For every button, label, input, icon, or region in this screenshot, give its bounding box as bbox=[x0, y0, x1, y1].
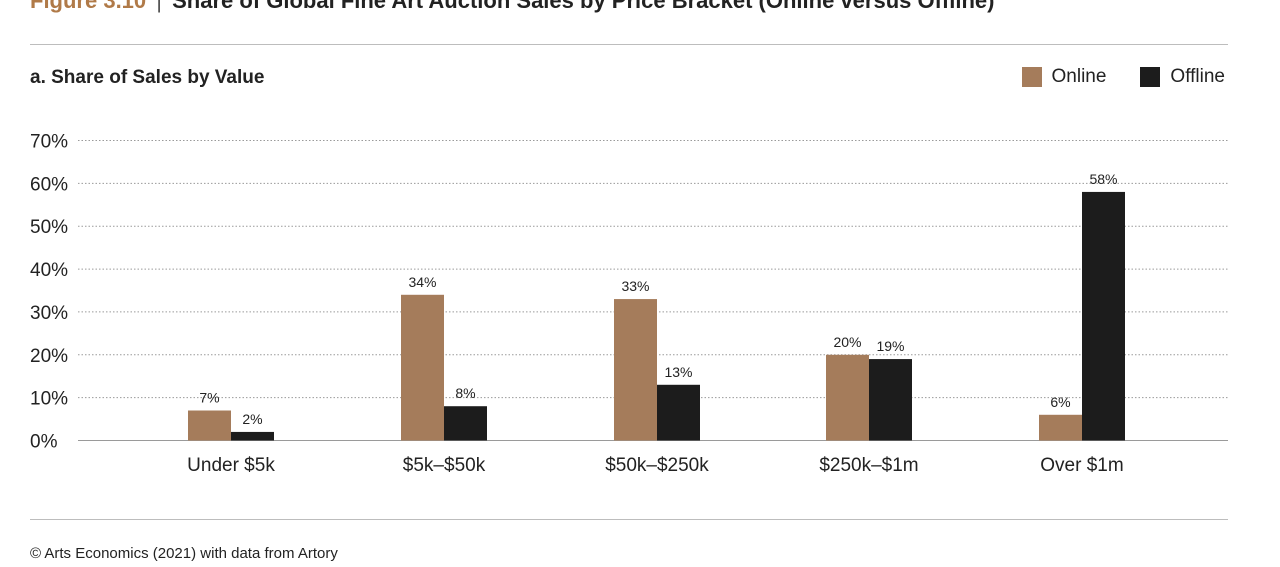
data-label-online: 33% bbox=[621, 278, 649, 294]
bar-online bbox=[188, 410, 231, 441]
data-label-offline: 19% bbox=[876, 338, 904, 354]
legend-item-offline: Offline bbox=[1140, 66, 1225, 88]
bar-online bbox=[826, 354, 869, 441]
legend-swatch-online bbox=[1021, 67, 1042, 87]
figure-number: Figure 3.10 bbox=[30, 0, 147, 13]
data-label-online: 6% bbox=[1050, 394, 1070, 410]
y-tick-label: 40% bbox=[30, 260, 68, 281]
y-tick-label: 50% bbox=[30, 217, 68, 238]
legend-label-online: Online bbox=[1051, 66, 1107, 87]
bar-offline bbox=[1082, 191, 1125, 441]
x-tick-label: Under $5k bbox=[187, 455, 275, 476]
bar-online bbox=[614, 299, 657, 441]
title-separator: | bbox=[156, 0, 162, 13]
legend-swatch-offline bbox=[1140, 67, 1161, 87]
legend-item-online: Online bbox=[1021, 66, 1107, 88]
y-tick-label: 70% bbox=[30, 132, 68, 153]
y-tick-label: 60% bbox=[30, 174, 68, 195]
x-tick-label: $5k–$50k bbox=[403, 455, 486, 476]
y-tick-label: 30% bbox=[30, 303, 68, 324]
bottom-divider bbox=[30, 519, 1228, 520]
y-tick-label: 0% bbox=[30, 432, 58, 453]
data-label-online: 7% bbox=[199, 390, 219, 406]
bar-offline bbox=[231, 431, 274, 441]
figure-title-text: Share of Global Fine Art Auction Sales b… bbox=[172, 0, 995, 13]
top-divider bbox=[30, 44, 1228, 45]
data-label-offline: 13% bbox=[664, 364, 692, 380]
data-label-offline: 8% bbox=[455, 385, 475, 401]
bar-online bbox=[1039, 414, 1082, 441]
x-tick-label: $50k–$250k bbox=[605, 455, 709, 476]
bar-offline bbox=[657, 384, 700, 441]
data-label-offline: 2% bbox=[242, 411, 262, 427]
bar-online bbox=[401, 294, 444, 441]
bar-offline bbox=[444, 406, 487, 441]
chart-subtitle: a. Share of Sales by Value bbox=[30, 67, 265, 88]
chart-legend: Online Offline bbox=[1021, 66, 1225, 88]
figure-title: Figure 3.10 | Share of Global Fine Art A… bbox=[30, 0, 994, 14]
y-tick-label: 10% bbox=[30, 389, 68, 410]
bar-offline bbox=[869, 359, 912, 441]
x-tick-label: Over $1m bbox=[1040, 455, 1123, 476]
x-tick-label: $250k–$1m bbox=[819, 455, 918, 476]
source-credit: © Arts Economics (2021) with data from A… bbox=[30, 545, 338, 562]
legend-label-offline: Offline bbox=[1170, 66, 1225, 87]
data-label-offline: 58% bbox=[1089, 171, 1117, 187]
y-tick-label: 20% bbox=[30, 346, 68, 367]
data-label-online: 34% bbox=[408, 274, 436, 290]
data-label-online: 20% bbox=[833, 334, 861, 350]
